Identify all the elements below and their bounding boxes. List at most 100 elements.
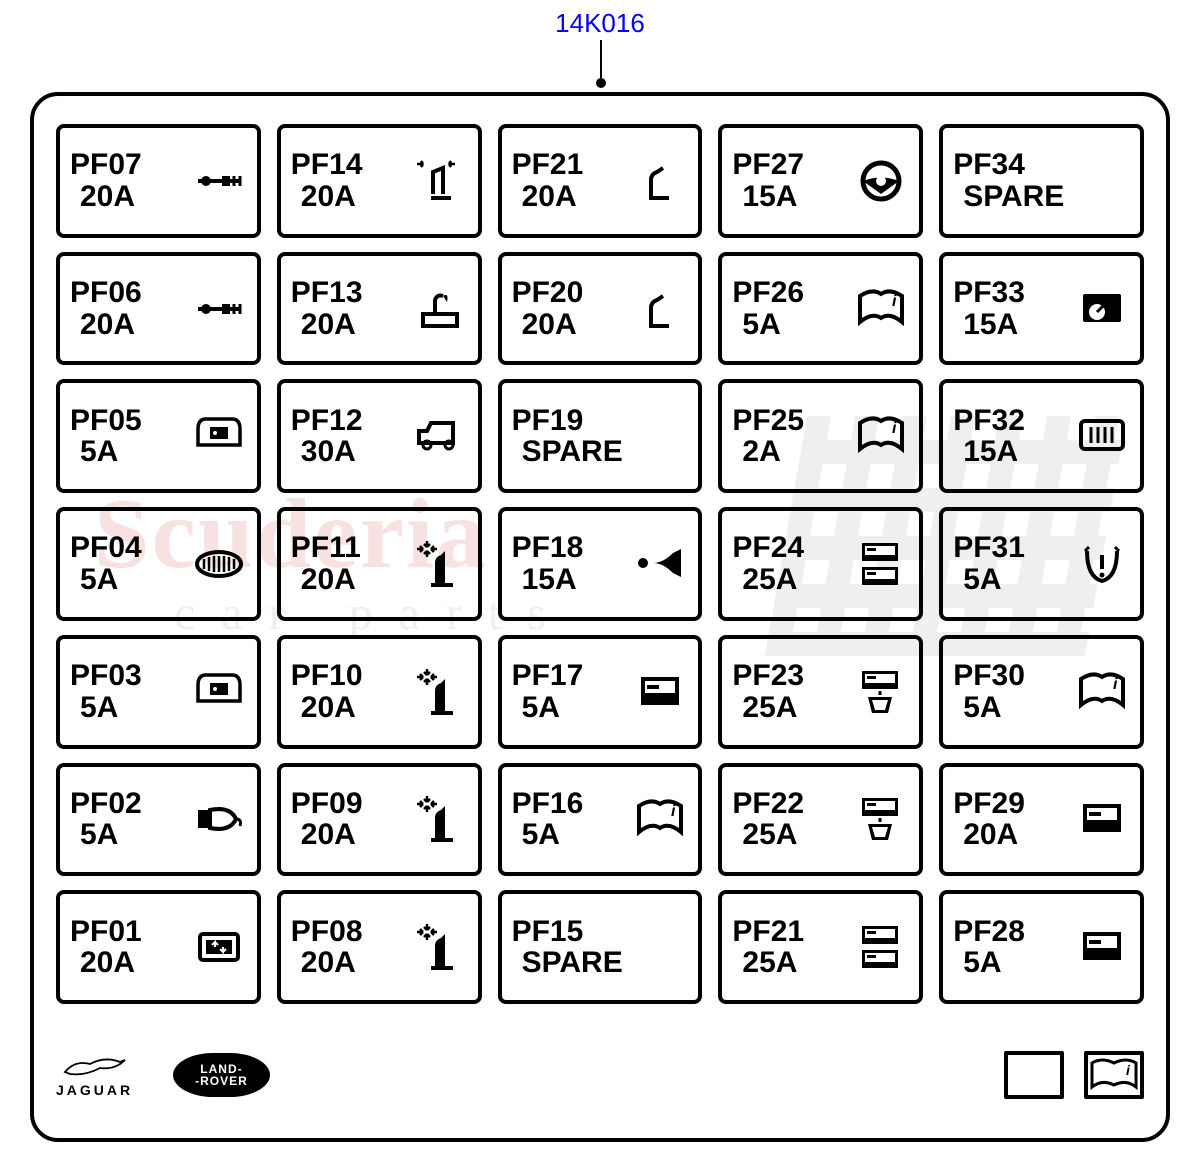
fuse-cell: PF2425A bbox=[718, 507, 923, 621]
fuse-cell: PF2225A bbox=[718, 763, 923, 877]
fuse-cell: PF035A bbox=[56, 635, 261, 749]
fuse-cell: PF2125A bbox=[718, 890, 923, 1004]
seat-slide-icon bbox=[412, 153, 468, 209]
fuse-cell: PF285A bbox=[939, 890, 1144, 1004]
jaguar-logo: JAGUAR bbox=[56, 1052, 133, 1098]
fuse-cell: PF0720A bbox=[56, 124, 261, 238]
fuse-cell: PF1120A bbox=[277, 507, 482, 621]
display-icon bbox=[1074, 281, 1130, 337]
fuse-rating: 5A bbox=[953, 564, 1025, 596]
fuse-code: PF06 bbox=[70, 277, 142, 309]
fuse-rating: 15A bbox=[512, 564, 584, 596]
fuse-rating: 25A bbox=[732, 564, 804, 596]
fuse-rating: 20A bbox=[291, 564, 361, 596]
fuse-code: PF04 bbox=[70, 532, 142, 564]
fuse-cell: PF2920A bbox=[939, 763, 1144, 877]
fuse-rating: 5A bbox=[953, 692, 1025, 724]
callout-leader-dot bbox=[596, 78, 606, 88]
fuse-rating: 5A bbox=[512, 692, 584, 724]
fuse-code: PF27 bbox=[732, 149, 804, 181]
fuse-cell: PF025A bbox=[56, 763, 261, 877]
fuse-rating: 15A bbox=[953, 436, 1025, 468]
trailer-socket-icon bbox=[191, 664, 247, 720]
fuse-cell: PF0820A bbox=[277, 890, 482, 1004]
fuse-code: PF28 bbox=[953, 916, 1025, 948]
fuse-code: PF10 bbox=[291, 660, 363, 692]
cigarette-lighter-icon bbox=[412, 281, 468, 337]
fuse-cell: PF19SPARE bbox=[498, 379, 703, 493]
fuse-rating: 25A bbox=[732, 947, 804, 979]
fuse-cell: PF305A bbox=[939, 635, 1144, 749]
fuse-cell: PF265A bbox=[718, 252, 923, 366]
fuse-code: PF09 bbox=[291, 788, 363, 820]
diagram-canvas: 14K016 Scuderia car parts PF0720APF1420A… bbox=[0, 0, 1200, 1173]
fuse-rating: 5A bbox=[953, 947, 1025, 979]
fuse-cell: PF2715A bbox=[718, 124, 923, 238]
fuse-code: PF25 bbox=[732, 405, 804, 437]
fuse-code: PF32 bbox=[953, 405, 1025, 437]
fuse-cell: PF3215A bbox=[939, 379, 1144, 493]
fuse-cell: PF315A bbox=[939, 507, 1144, 621]
sunroof-icon bbox=[191, 919, 247, 975]
fuse-rating: 15A bbox=[953, 309, 1025, 341]
fuse-grid: PF0720APF1420APF2120APF2715APF34SPAREPF0… bbox=[56, 124, 1144, 1004]
fuse-rating: 25A bbox=[732, 819, 804, 851]
seat-move-icon bbox=[412, 536, 468, 592]
fuse-rating: 5A bbox=[732, 309, 804, 341]
fuse-code: PF22 bbox=[732, 788, 804, 820]
fuse-code: PF02 bbox=[70, 788, 142, 820]
headlamp-icon bbox=[191, 791, 247, 847]
fuse-rating: 5A bbox=[70, 436, 142, 468]
fuse-rating: 5A bbox=[512, 819, 584, 851]
fuse-code: PF03 bbox=[70, 660, 142, 692]
fuse-code: PF16 bbox=[512, 788, 584, 820]
seat-move-icon bbox=[412, 919, 468, 975]
fuse-rating: 20A bbox=[512, 309, 584, 341]
fuse-code: PF15 bbox=[512, 916, 623, 948]
fuse-code: PF21 bbox=[732, 916, 804, 948]
fuse-code: PF33 bbox=[953, 277, 1025, 309]
fuse-rating: 5A bbox=[70, 692, 142, 724]
fuse-cell: PF055A bbox=[56, 379, 261, 493]
fuse-code: PF17 bbox=[512, 660, 584, 692]
fuse-rating: SPARE bbox=[953, 181, 1064, 213]
fuse-rating: 5A bbox=[70, 819, 142, 851]
fuse-code: PF18 bbox=[512, 532, 584, 564]
seat-recline-icon bbox=[632, 153, 688, 209]
fuse-rating: 20A bbox=[291, 181, 363, 213]
fuse-code: PF30 bbox=[953, 660, 1025, 692]
fuse-cell: PF175A bbox=[498, 635, 703, 749]
callout-leader-line bbox=[600, 40, 602, 78]
steering-wheel-icon bbox=[853, 153, 909, 209]
manual-icon bbox=[632, 791, 688, 847]
fuse-cell: PF3315A bbox=[939, 252, 1144, 366]
fuse-cell: PF0620A bbox=[56, 252, 261, 366]
fuse-code: PF29 bbox=[953, 788, 1025, 820]
fuse-cell: PF2120A bbox=[498, 124, 703, 238]
fuse-cell: PF2020A bbox=[498, 252, 703, 366]
fuse-rating: 20A bbox=[291, 692, 363, 724]
fuse-code: PF34 bbox=[953, 149, 1064, 181]
jaguar-leaper-icon bbox=[60, 1052, 130, 1080]
landrover-label-bottom: -ROVER bbox=[195, 1074, 248, 1088]
connector-icon bbox=[191, 153, 247, 209]
tpms-icon bbox=[1074, 536, 1130, 592]
fuse-rating: 20A bbox=[291, 819, 363, 851]
fuse-code: PF14 bbox=[291, 149, 363, 181]
seat-move-icon bbox=[412, 791, 468, 847]
window-icon bbox=[1074, 919, 1130, 975]
landrover-logo: LAND- -ROVER bbox=[173, 1053, 270, 1097]
fuse-code: PF07 bbox=[70, 149, 142, 181]
fuse-code: PF01 bbox=[70, 916, 142, 948]
seat-recline-icon bbox=[632, 281, 688, 337]
fuse-code: PF12 bbox=[291, 405, 363, 437]
manual-icon bbox=[853, 281, 909, 337]
fuse-cell: PF252A bbox=[718, 379, 923, 493]
callout-label: 14K016 bbox=[555, 8, 645, 39]
two-windows-icon bbox=[853, 919, 909, 975]
fuse-rating: SPARE bbox=[512, 436, 623, 468]
blank-box-icon bbox=[1004, 1051, 1064, 1099]
two-windows-icon bbox=[853, 536, 909, 592]
window-icon bbox=[632, 664, 688, 720]
fuse-cell: PF1020A bbox=[277, 635, 482, 749]
